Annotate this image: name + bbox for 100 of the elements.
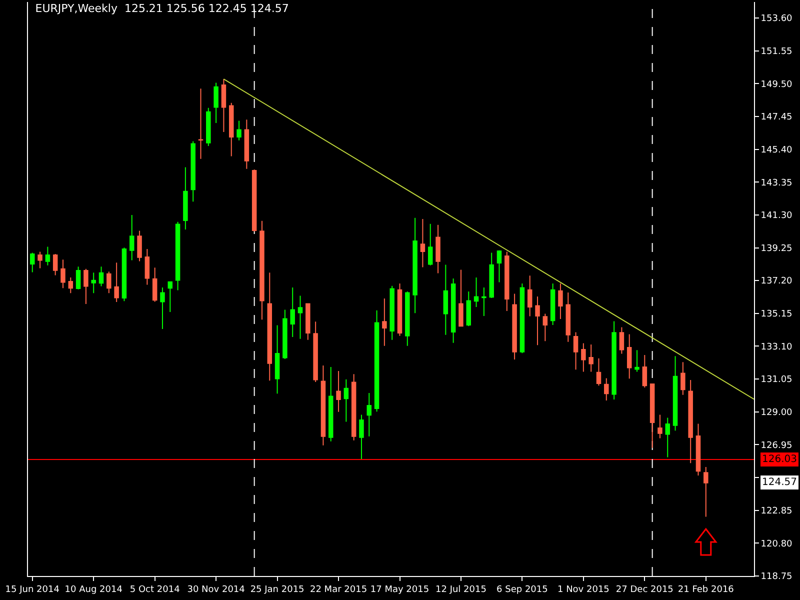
candlestick [52,254,58,276]
candlestick [228,102,234,157]
candlestick [298,295,303,340]
candlestick [274,324,280,394]
candlestick [84,268,88,304]
candlestick [30,252,35,273]
candlestick [596,358,602,386]
candlestick [344,378,349,422]
candlestick [144,248,150,286]
candlestick [183,166,188,230]
candlestick [382,298,387,346]
candlestick [137,230,142,262]
y-tick-label: 129.00 [760,408,793,418]
candlestick [612,320,616,400]
candlestick [106,271,112,294]
candlestick [76,266,81,290]
y-tick-label: 151.55 [760,46,792,57]
candlestick [175,221,180,291]
x-tick-label: 12 Jul 2015 [436,584,486,595]
candlestick [428,223,433,266]
candlestick [168,281,173,312]
candlestick [328,366,334,442]
candlestick [474,277,479,308]
candlestick [320,364,326,446]
candlestick [626,334,632,380]
x-tick-label: 27 Dec 2015 [616,584,674,595]
candlestick [152,267,158,302]
x-tick-label: 6 Sep 2015 [496,584,548,595]
candlestick [420,218,426,268]
candlestick [390,285,394,340]
candlestick [397,282,402,336]
candlestick [359,414,364,460]
y-tick-label: 153.60 [760,14,793,24]
y-tick-label: 118.75 [760,572,792,582]
y-tick-label: 145.40 [760,145,793,156]
candlestick [221,78,226,133]
candlestick [688,380,693,464]
candlestick [122,247,127,302]
candlestick [366,392,372,437]
candlestick [443,264,448,336]
candlestick [619,326,624,354]
candlestick [450,278,456,344]
candlestick [198,88,204,160]
y-tick-label: 143.35 [760,178,792,188]
candlestick [282,309,288,360]
candlestick [680,362,686,396]
candlestick [374,310,380,412]
candlestick [604,378,609,402]
candlestick [466,290,471,327]
x-tick-label: 25 Jan 2015 [250,584,304,595]
x-tick-label: 15 Jun 2014 [5,584,60,595]
candlestick [190,140,196,202]
y-tick-label: 147.45 [760,112,792,123]
chart-title: EURJPY,Weekly 125.21 125.56 122.45 124.57 [35,2,289,15]
candlestick [642,354,648,388]
candlestick [290,286,295,338]
candlestick [267,272,272,382]
candlestick [704,466,708,518]
candlestick [45,246,50,266]
candlestick [214,82,218,124]
y-tick-label: 126.95 [760,440,792,451]
candlestick [91,272,96,294]
candlestick [650,384,655,448]
y-tick-label: 141.30 [760,211,793,222]
candlestick [436,224,440,274]
candlestick [114,262,119,303]
candlestick [60,259,66,289]
candlestick [68,277,74,294]
y-tick-label: 149.50 [760,80,793,90]
x-tick-label: 10 Aug 2014 [64,584,123,595]
candlestick [496,250,502,283]
candlestick [658,414,662,439]
candlestick [244,119,250,170]
candlestick [412,217,418,314]
y-tick-label: 139.25 [760,244,792,254]
candlestick [351,374,356,441]
candlestick [542,313,548,342]
candlestick [313,321,318,382]
candlestick [566,292,570,342]
candlestick [38,251,42,269]
y-tick-label: 131.05 [760,375,792,386]
x-tick-label: 21 Feb 2016 [678,584,734,595]
ref-line-label: 126.03 [762,454,797,465]
candlestick [665,417,670,458]
candlestick [696,423,701,476]
candlestick [558,282,563,320]
candlestick [588,344,594,372]
x-tick-label: 5 Oct 2014 [130,584,180,595]
candlestick [573,332,578,370]
candlestick [160,286,165,330]
candlestick [260,220,264,320]
candlestick [504,251,510,312]
candlestick [512,293,517,360]
candlestick [535,296,540,346]
candlestick [306,303,310,340]
y-tick-label: 122.85 [760,506,792,516]
x-tick-label: 22 Mar 2015 [310,584,368,595]
candlestick [527,275,532,317]
candlestick [550,282,556,326]
candlestick [634,350,640,372]
